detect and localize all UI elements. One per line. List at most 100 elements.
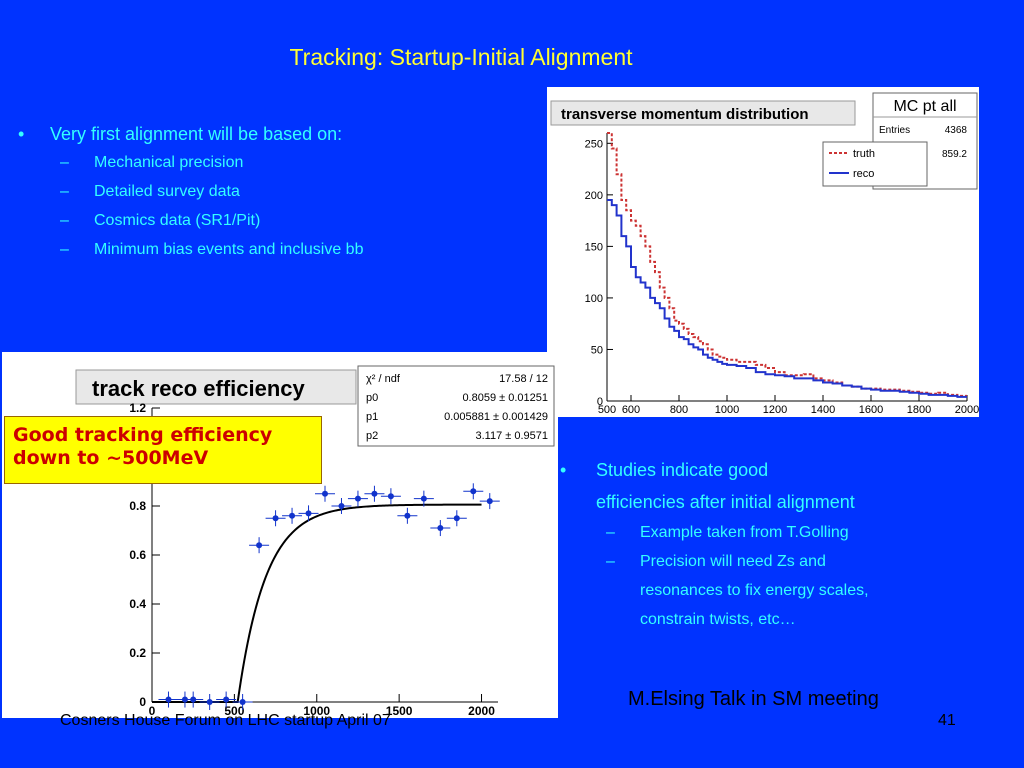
fit-stats: χ² / ndf 17.58 / 12 p0 0.8059 ± 0.01251 p1 0.… <box>366 373 548 442</box>
callout-line: down to ~500MeV <box>13 447 209 469</box>
footer-text: Cosners House Forum on LHC startup April… <box>60 712 391 729</box>
bullet-main: Very first alignment will be based on: <box>18 120 538 148</box>
x-tick-label: 1600 <box>859 404 883 416</box>
bullet-line: efficiencies after initial alignment <box>596 492 855 512</box>
bullet-line: resonances to fix energy scales, <box>640 582 869 599</box>
y-tick-label: 150 <box>585 241 603 253</box>
legend-box <box>822 141 928 187</box>
bullet-main: Studies indicate good efficiencies after… <box>560 454 960 518</box>
data-point <box>453 515 460 522</box>
x-tick-label: 2000 <box>955 404 979 416</box>
slide-title: Tracking: Startup-Initial Alignment <box>289 44 633 70</box>
x-tick-label: 1400 <box>811 404 835 416</box>
fit-param-value: 17.58 / 12 <box>499 373 548 385</box>
data-point <box>387 493 394 500</box>
page-number: 41 <box>938 712 956 729</box>
data-point <box>371 490 378 497</box>
fit-param-label: χ² / ndf <box>366 373 401 385</box>
data-point <box>272 515 279 522</box>
efficiency-callout: Good tracking efficiency down to ~500MeV <box>4 416 322 484</box>
fit-stats-box <box>357 365 555 447</box>
y-tick-label: 0 <box>597 396 603 408</box>
fit-param-value: 0.8059 ± 0.01251 <box>462 392 548 404</box>
fit-param-label: p0 <box>366 392 378 404</box>
stats-value: 859.2 <box>942 149 967 160</box>
legend-label-reco: reco <box>853 168 874 180</box>
data-point <box>206 699 213 705</box>
series-line-reco <box>607 199 967 398</box>
x-tick-label: 500 <box>224 704 244 718</box>
data-point <box>420 495 427 502</box>
x-tick-label: 500 <box>598 404 616 416</box>
y-tick-label: 0.4 <box>129 597 146 611</box>
x-tick-label: 1000 <box>303 704 330 718</box>
axes: 0 50 100 150 200 250 500 600 800 1000 1200 1400 1600… <box>585 133 979 416</box>
x-tick-label: 800 <box>670 404 688 416</box>
x-tick-label: 1800 <box>907 404 931 416</box>
right-bullet-list: Studies indicate good efficiencies after… <box>560 454 960 634</box>
data-point <box>338 503 345 509</box>
fit-curve <box>152 503 482 703</box>
data-point <box>256 542 263 549</box>
pt-distribution-panel: transverse momentum distribution MC pt a… <box>547 87 979 417</box>
y-tick-label: 0.6 <box>129 548 146 562</box>
data-point <box>305 510 312 517</box>
bullet-sub: Mechanical precision <box>18 148 538 177</box>
data-point <box>470 488 477 495</box>
data-point <box>289 512 296 519</box>
stats-label: Entries <box>879 125 910 136</box>
bullet-line: constrain twists, etc… <box>640 611 796 628</box>
fit-param-label: p2 <box>366 430 378 442</box>
series-group <box>607 132 967 398</box>
bullet-sub: Cosmics data (SR1/Pit) <box>18 206 538 235</box>
bullet-sub: Example taken from T.Golling <box>560 518 960 547</box>
data-point <box>354 495 361 502</box>
y-tick-label: 0.8 <box>129 499 146 513</box>
x-tick-label: 0 <box>149 704 156 718</box>
y-tick-label: 50 <box>591 344 603 356</box>
data-point <box>223 696 230 703</box>
x-tick-label: 600 <box>622 404 640 416</box>
data-point <box>437 525 444 532</box>
chart-title-box <box>550 100 856 126</box>
efficiency-chart: track reco efficiency χ² / ndf 17.58 / 12… <box>75 365 555 718</box>
talk-credit: M.Elsing Talk in SM meeting <box>628 688 879 710</box>
chart-title: track reco efficiency <box>92 376 306 401</box>
bullet-sub: Precision will need Zs and resonances to… <box>560 547 960 634</box>
stats-title: MC pt all <box>893 98 956 115</box>
data-point <box>165 696 172 703</box>
y-tick-label: 0.2 <box>129 646 146 660</box>
x-tick-label: 2000 <box>468 704 495 718</box>
y-tick-label: 0 <box>139 695 146 709</box>
fit-param-label: p1 <box>366 411 378 423</box>
chart-title-box <box>75 369 357 405</box>
x-tick-label: 1200 <box>763 404 787 416</box>
x-tick-label: 1500 <box>386 704 413 718</box>
chart-title: transverse momentum distribution <box>561 106 809 123</box>
bullet-line: Studies indicate good <box>596 460 769 480</box>
data-point <box>190 696 197 703</box>
legend-label-truth: truth <box>853 148 875 160</box>
bullet-sub: Detailed survey data <box>18 177 538 206</box>
efficiency-panel: track reco efficiency χ² / ndf 17.58 / 12… <box>2 352 558 718</box>
fit-param-value: 0.005881 ± 0.001429 <box>444 411 548 423</box>
y-tick-label: 100 <box>585 293 603 305</box>
series-line-truth <box>607 132 967 397</box>
x-tick-label: 1000 <box>715 404 739 416</box>
left-bullet-list: Very first alignment will be based on: M… <box>18 120 538 264</box>
data-point <box>322 490 328 497</box>
pt-distribution-chart: transverse momentum distribution MC pt a… <box>550 92 979 416</box>
bullet-sub: Minimum bias events and inclusive bb <box>18 235 538 264</box>
y-tick-label: 200 <box>585 190 603 202</box>
data-point <box>239 699 246 705</box>
y-tick-label: 1.2 <box>129 401 146 415</box>
series-group <box>152 483 500 710</box>
y-tick-label: 250 <box>585 138 603 150</box>
fit-param-value: 3.117 ± 0.9571 <box>475 430 548 442</box>
stats-value: 4368 <box>945 125 968 136</box>
data-point <box>404 512 411 519</box>
callout-line: Good tracking efficiency <box>13 424 273 446</box>
axes: 0 0.2 0.4 0.6 0.8 1.2 0 500 1000 1500 2000 <box>129 401 498 718</box>
bullet-line: Precision will need Zs and <box>640 553 826 570</box>
data-point <box>486 498 493 505</box>
